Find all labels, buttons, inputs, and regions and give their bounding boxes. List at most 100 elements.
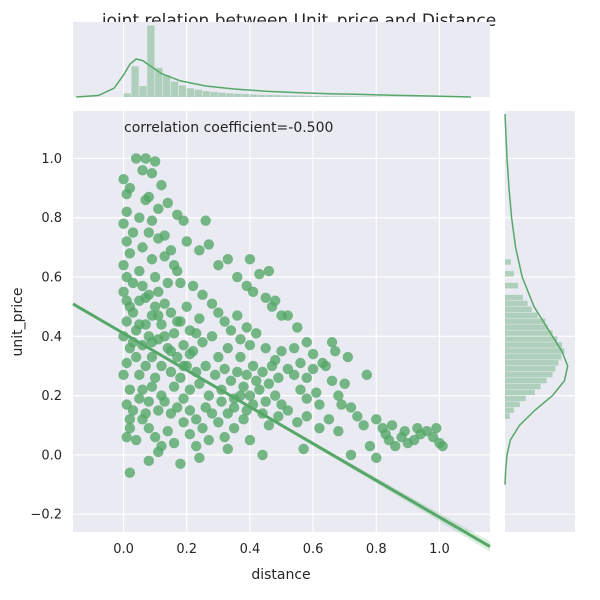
scatter-point [257, 366, 268, 378]
top-histogram-bar [313, 96, 321, 97]
scatter-point [159, 396, 170, 407]
right-histogram-bar [505, 271, 514, 277]
right-histogram-bar [505, 336, 558, 342]
scatter-point [175, 277, 186, 289]
scatter-point [121, 236, 132, 247]
correlation-annotation: correlation coefficient=-0.500 [124, 120, 333, 136]
scatter-point [301, 372, 312, 384]
x-tick-label: 1.0 [429, 542, 450, 557]
scatter-point [251, 375, 262, 386]
scatter-point [143, 396, 155, 407]
scatter-point [314, 399, 325, 410]
scatter-point [178, 340, 189, 351]
right-histogram-bar [505, 294, 523, 301]
scatter-point [288, 369, 300, 381]
scatter-point [184, 348, 196, 360]
top-histogram-bar [147, 25, 155, 97]
top-histogram-bar [178, 85, 187, 97]
right-histogram-bar [505, 306, 532, 313]
scatter-point [260, 342, 271, 354]
scatter-point [213, 351, 224, 363]
top-kde-line [76, 58, 472, 98]
top-histogram-bar [139, 86, 147, 97]
scatter-point [358, 420, 369, 431]
right-histogram-bar [505, 407, 514, 413]
scatter-point [232, 271, 243, 283]
top-marginal [73, 22, 490, 98]
top-histogram-bar [328, 96, 337, 97]
scatter-point [301, 393, 312, 404]
top-histogram-bar [218, 92, 226, 97]
scatter-point [314, 423, 325, 434]
scatter-point [153, 405, 164, 416]
scatter-point [165, 307, 177, 318]
right-histogram-bar [505, 342, 563, 348]
scatter-point [175, 372, 186, 384]
scatter-point [251, 328, 262, 339]
scatter-point [326, 375, 338, 386]
scatter-point [124, 423, 136, 434]
scatter-point [137, 280, 148, 292]
y-tick-label: 0.2 [41, 389, 62, 404]
scatter-point [273, 372, 284, 384]
scatter-point [288, 342, 300, 354]
scatter-point [165, 345, 177, 357]
scatter-point [168, 437, 180, 449]
scatter-point [333, 425, 344, 437]
scatter-point [194, 313, 205, 324]
scatter-point [206, 298, 218, 309]
top-histogram-bar [344, 96, 352, 97]
scatter-point [149, 156, 161, 167]
scatter-point [187, 280, 199, 292]
right-histogram-bar [505, 371, 553, 378]
scatter-point [194, 245, 205, 256]
scatter-point [197, 423, 208, 434]
scatter-point [184, 405, 196, 416]
scatter-point [140, 153, 151, 164]
scatter-point [140, 292, 151, 303]
scatter-point [269, 295, 281, 306]
scatter-point [263, 378, 275, 389]
scatter-point [140, 408, 151, 419]
scatter-point [121, 316, 132, 327]
scatter-point [134, 369, 145, 381]
scatter-point [276, 345, 287, 357]
top-histogram-bar [186, 88, 195, 97]
right-histogram-bar [505, 383, 541, 390]
scatter-point [339, 378, 350, 389]
top-histogram-bar [281, 95, 289, 97]
scatter-point [257, 449, 268, 461]
top-histogram-bar [257, 94, 266, 97]
right-histogram-bar [505, 365, 556, 372]
top-histogram-bar [242, 94, 250, 97]
top-histogram-bar [131, 66, 139, 97]
scatter-point [203, 434, 215, 446]
scatter-point [130, 153, 142, 164]
y-axis-ticks: −0.2 0.0 0.2 0.4 0.6 0.8 1.0 [30, 152, 62, 523]
scatter-point [228, 402, 240, 413]
scatter-point [118, 369, 129, 381]
scatter-point [140, 360, 151, 372]
scatter-point [184, 384, 196, 395]
scatter-point [412, 423, 423, 434]
top-histogram-bar [297, 95, 305, 97]
scatter-point [203, 239, 215, 250]
scatter-point [178, 393, 189, 404]
scatter-point [345, 449, 357, 461]
scatter-point [178, 417, 189, 428]
scatter-point [194, 378, 205, 389]
scatter-point [269, 354, 281, 366]
x-tick-label: 0.8 [366, 542, 387, 557]
scatter-point [295, 357, 306, 369]
scatter-point [146, 337, 158, 348]
scatter-point [191, 328, 202, 339]
y-tick-label: 0.0 [41, 448, 62, 463]
right-histogram-bar [505, 324, 548, 330]
right-histogram-bar [505, 377, 547, 384]
right-marginal-background [505, 111, 575, 532]
right-histogram-bar [505, 413, 510, 419]
scatter-point [238, 414, 249, 425]
scatter-point [206, 331, 218, 342]
scatter-point [124, 467, 136, 478]
